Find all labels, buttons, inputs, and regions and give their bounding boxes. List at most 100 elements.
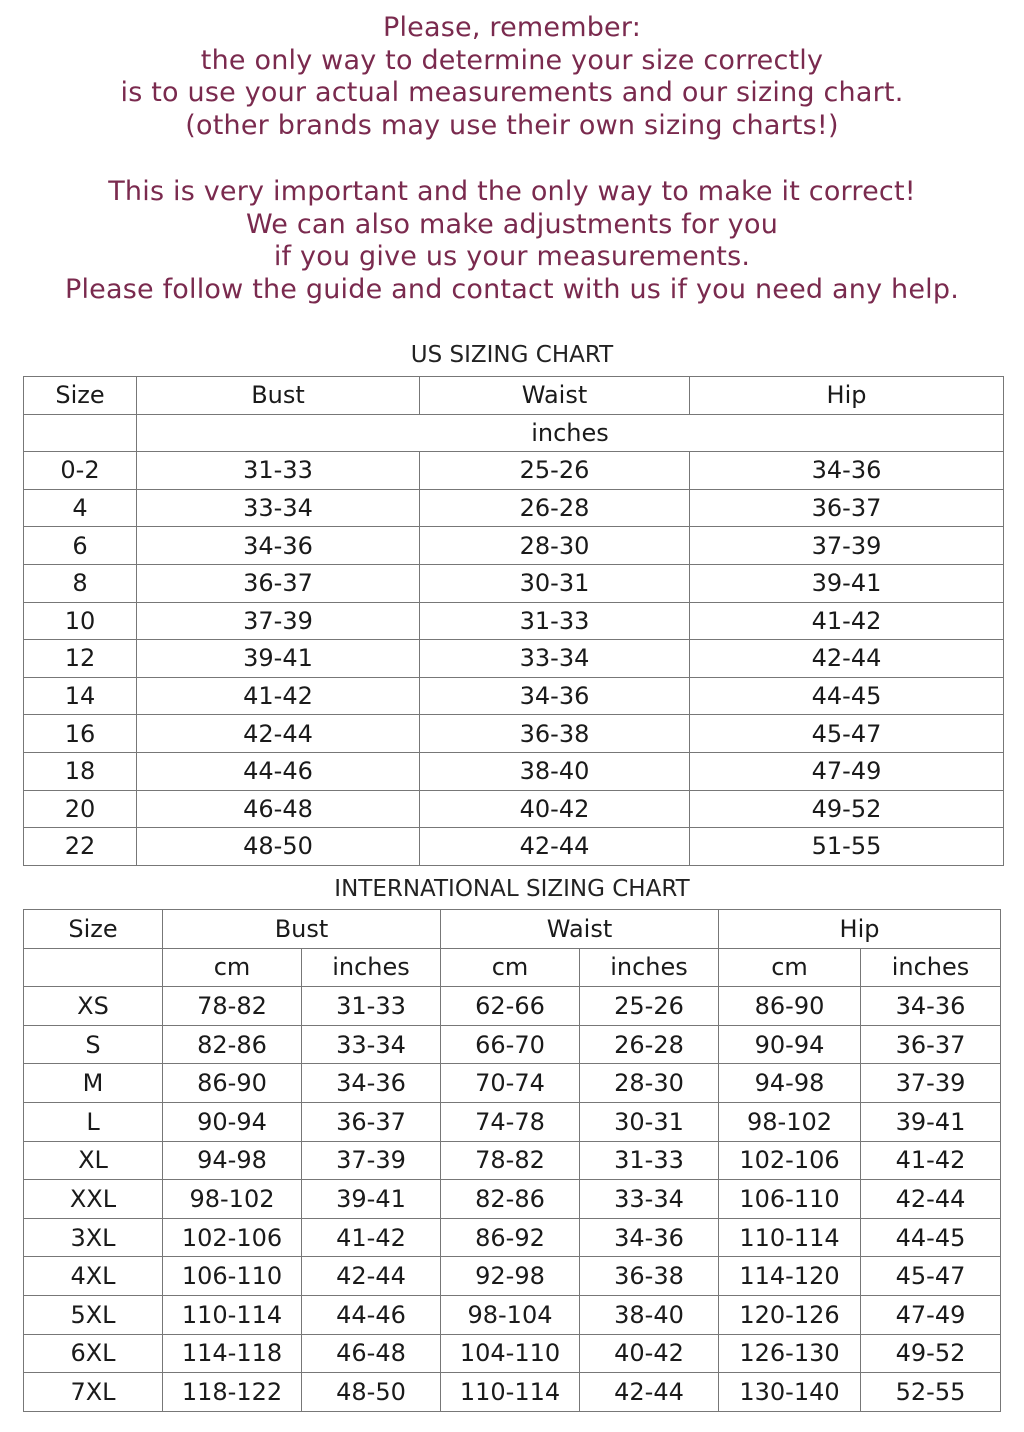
table-row: 10 37-39 31-33 41-42 <box>23 601 1004 641</box>
size-cell: 5XL <box>23 1294 163 1335</box>
measurement-cell: 114-120 <box>718 1256 862 1296</box>
table-row: S 82-86 33-34 66-70 26-28 90-94 36-37 <box>23 1024 1002 1065</box>
measurement-cell: 49-52 <box>860 1333 1002 1374</box>
table-row: 8 36-37 30-31 39-41 <box>23 563 1004 603</box>
size-cell: 0-2 <box>23 451 137 490</box>
measurement-cell: 36-38 <box>419 714 690 753</box>
measurement-cell: 40-42 <box>578 1333 720 1374</box>
measurement-cell: 42-44 <box>689 639 1004 678</box>
measurement-cell: 34-36 <box>419 676 690 716</box>
measurement-cell: 34-36 <box>136 526 420 565</box>
measurement-cell: 42-44 <box>419 827 690 866</box>
table-row: 4 33-34 26-28 36-37 <box>23 488 1004 528</box>
measurement-cell: 39-41 <box>689 563 1004 603</box>
measurement-cell: 30-31 <box>419 563 690 603</box>
table-row: 4XL 106-110 42-44 92-98 36-38 114-120 45-47 <box>23 1256 1002 1296</box>
measurement-cell: 114-118 <box>162 1333 302 1374</box>
measurement-cell: 38-40 <box>419 751 690 791</box>
measurement-cell: 26-28 <box>578 1024 720 1065</box>
measurement-cell: 26-28 <box>419 488 690 528</box>
measurement-cell: 33-34 <box>578 1179 720 1219</box>
size-cell: 14 <box>23 676 137 716</box>
size-cell: 4 <box>23 488 137 528</box>
measurement-cell: 31-33 <box>301 986 441 1026</box>
notice-line: We can also make adjustments for you <box>245 208 779 240</box>
us-chart-title: US SIZING CHART <box>410 342 614 368</box>
measurement-cell: 37-39 <box>301 1140 441 1181</box>
size-cell: 8 <box>23 563 137 603</box>
size-cell: 6 <box>23 526 137 565</box>
measurement-cell: 39-41 <box>136 639 420 678</box>
measurement-cell: 44-46 <box>301 1294 441 1335</box>
table-row: 14 41-42 34-36 44-45 <box>23 676 1004 716</box>
size-cell: S <box>23 1024 163 1065</box>
size-cell: 18 <box>23 751 137 791</box>
measurement-cell: 42-44 <box>860 1179 1002 1219</box>
table-row: 6XL 114-118 46-48 104-110 40-42 126-130 49-52 <box>23 1333 1002 1374</box>
measurement-cell: 37-39 <box>689 526 1004 565</box>
measurement-cell: 90-94 <box>162 1101 302 1142</box>
header-row: Size Bust Waist Hip <box>23 909 1002 949</box>
measurement-cell: 44-45 <box>689 676 1004 716</box>
column-header: Waist <box>419 376 690 415</box>
measurement-cell: 33-34 <box>136 488 420 528</box>
notice-line: the only way to determine your size corr… <box>200 44 824 76</box>
table-row: M 86-90 34-36 70-74 28-30 94-98 37-39 <box>23 1063 1002 1103</box>
sizing-notice: Please, remember: the only way to determi… <box>0 12 1024 306</box>
intl-chart-title: INTERNATIONAL SIZING CHART <box>334 876 690 902</box>
size-cell: L <box>23 1101 163 1142</box>
measurement-cell: 126-130 <box>718 1333 862 1374</box>
measurement-cell: 44-46 <box>136 751 420 791</box>
measurement-cell: 37-39 <box>860 1063 1002 1103</box>
column-header: Bust <box>136 376 420 415</box>
unit-row: cm inches cm inches cm inches <box>23 947 1002 988</box>
measurement-cell: 36-38 <box>578 1256 720 1296</box>
measurement-cell: 86-92 <box>440 1217 580 1258</box>
size-cell: 12 <box>23 639 137 678</box>
notice-line: Please, remember: <box>383 12 641 43</box>
measurement-cell: 78-82 <box>162 986 302 1026</box>
empty-cell <box>23 947 163 988</box>
measurement-cell: 52-55 <box>860 1372 1002 1412</box>
table-row: 12 39-41 33-34 42-44 <box>23 639 1004 678</box>
measurement-cell: 28-30 <box>578 1063 720 1103</box>
size-cell: 6XL <box>23 1333 163 1374</box>
table-row: 18 44-46 38-40 47-49 <box>23 751 1004 791</box>
size-cell: 7XL <box>23 1372 163 1412</box>
size-cell: 10 <box>23 601 137 641</box>
notice-spacer <box>0 142 1024 176</box>
measurement-cell: 34-36 <box>689 451 1004 490</box>
measurement-cell: 62-66 <box>440 986 580 1026</box>
measurement-cell: 120-126 <box>718 1294 862 1335</box>
notice-line: This is very important and the only way … <box>108 176 916 207</box>
measurement-cell: 36-37 <box>860 1024 1002 1065</box>
table-row: 7XL 118-122 48-50 110-114 42-44 130-140 52-55 <box>23 1372 1002 1412</box>
measurement-cell: 38-40 <box>578 1294 720 1335</box>
size-cell: XXL <box>23 1179 163 1219</box>
measurement-cell: 98-102 <box>718 1101 862 1142</box>
column-header: Hip <box>718 909 1002 949</box>
measurement-cell: 42-44 <box>301 1256 441 1296</box>
unit-header: cm <box>440 947 580 988</box>
table-row: 5XL 110-114 44-46 98-104 38-40 120-126 47-49 <box>23 1294 1002 1335</box>
measurement-cell: 110-114 <box>162 1294 302 1335</box>
measurement-cell: 51-55 <box>689 827 1004 866</box>
measurement-cell: 41-42 <box>689 601 1004 641</box>
size-cell: XS <box>23 986 163 1026</box>
measurement-cell: 46-48 <box>301 1333 441 1374</box>
table-row: 22 48-50 42-44 51-55 <box>23 827 1004 866</box>
measurement-cell: 118-122 <box>162 1372 302 1412</box>
empty-cell <box>23 413 137 453</box>
table-row: XL 94-98 37-39 78-82 31-33 102-106 41-42 <box>23 1140 1002 1181</box>
measurement-cell: 36-37 <box>136 563 420 603</box>
size-cell: M <box>23 1063 163 1103</box>
measurement-cell: 130-140 <box>718 1372 862 1412</box>
measurement-cell: 34-36 <box>578 1217 720 1258</box>
column-header: Size <box>23 376 137 415</box>
measurement-cell: 42-44 <box>578 1372 720 1412</box>
measurement-cell: 86-90 <box>162 1063 302 1103</box>
table-row: 16 42-44 36-38 45-47 <box>23 714 1004 753</box>
measurement-cell: 31-33 <box>419 601 690 641</box>
notice-line: Please follow the guide and contact with… <box>64 273 960 305</box>
international-sizing-table: Size Bust Waist Hip cm inches cm inches cm inches… <box>23 909 1002 1412</box>
